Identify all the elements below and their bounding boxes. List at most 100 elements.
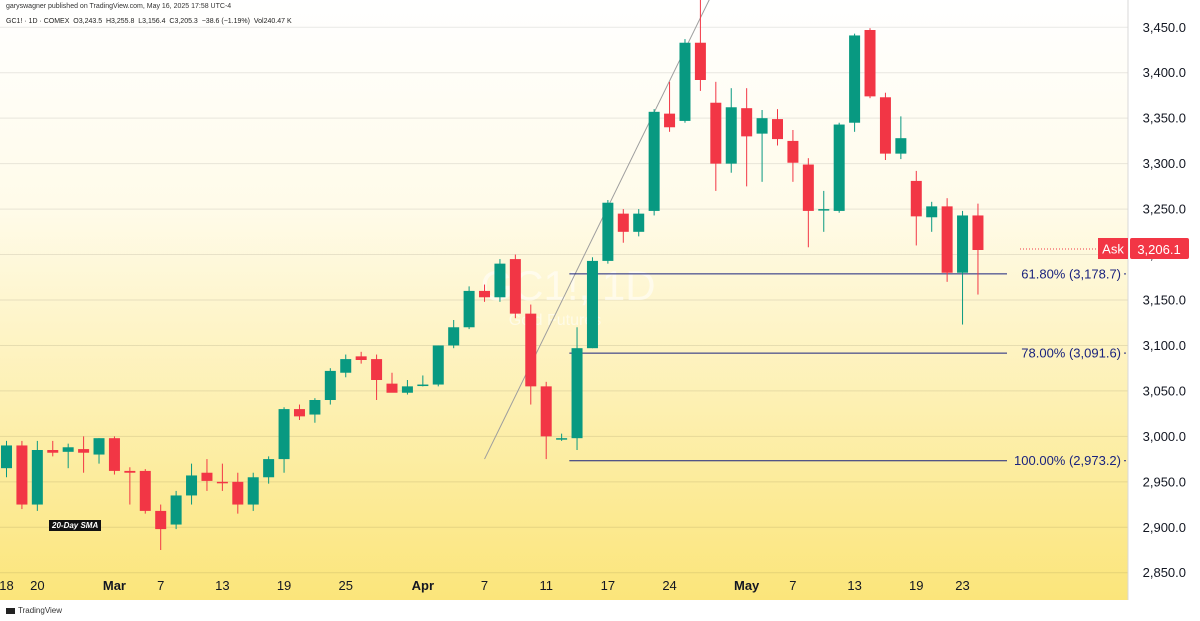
candle-body — [62, 447, 74, 452]
price-tick-label: 2,850.0 — [1143, 565, 1186, 580]
price-tick-label: 3,400.0 — [1143, 65, 1186, 80]
candle-body — [879, 97, 891, 154]
ask-tag-value-box — [1130, 238, 1189, 259]
fibonacci-retracement[interactable]: 61.80% (3,178.7) 78.00% (3,091.6) 100.00% … — [569, 266, 1126, 468]
candle-up — [602, 200, 614, 264]
time-tick-label: 18 — [0, 578, 14, 593]
candle-body — [186, 475, 198, 496]
candle-body — [957, 215, 969, 273]
candle-up — [1, 440, 12, 478]
candle-body — [602, 202, 614, 261]
tradingview-footer[interactable]: TradingView — [6, 606, 62, 615]
candle-body — [694, 42, 706, 80]
time-tick-label: Mar — [103, 578, 126, 593]
candle-up — [62, 443, 74, 469]
candle-up — [957, 210, 969, 325]
candle-body — [494, 263, 506, 298]
candle-body — [540, 386, 552, 437]
candle-down — [201, 459, 213, 491]
candle-up — [725, 88, 737, 173]
time-tick-label: Apr — [412, 578, 434, 593]
candle-body — [247, 477, 259, 505]
candle-body — [417, 384, 429, 387]
candle-up — [633, 209, 645, 237]
candle-up — [278, 407, 290, 473]
candle-up — [648, 109, 660, 216]
candle-down — [540, 381, 552, 460]
candle-down — [108, 436, 120, 475]
candle-down — [741, 88, 753, 187]
candle-body — [926, 206, 938, 218]
candle-body — [710, 102, 722, 164]
fib-level: 78.00% (3,091.6) — [569, 346, 1126, 361]
candle-body — [525, 313, 537, 387]
candle-body — [263, 459, 275, 478]
candle-up — [401, 380, 413, 395]
candle-body — [509, 259, 521, 314]
time-tick-label: 19 — [909, 578, 923, 593]
candle-body — [648, 111, 660, 211]
candle-up — [417, 375, 429, 387]
candle-down — [47, 440, 59, 457]
time-axis[interactable]: 18 20 Mar 7 13 19 25 Apr 7 11 17 24 May 7 13 19 23 — [0, 578, 970, 593]
candle-body — [47, 450, 59, 453]
candle-body — [232, 481, 244, 505]
candle-down — [617, 209, 629, 243]
candle-up — [263, 456, 275, 484]
time-tick-label: 13 — [215, 578, 229, 593]
candle-up — [494, 259, 506, 302]
candle-down — [139, 469, 151, 514]
candle-up — [432, 345, 444, 387]
candle-body — [787, 140, 799, 163]
candle-body — [679, 42, 691, 121]
candle-up — [448, 320, 460, 349]
candle-down — [371, 354, 383, 400]
ask-price-tag: Ask 3,206.1 — [1020, 238, 1189, 259]
tradingview-logo-icon — [6, 607, 15, 614]
candle-down — [155, 504, 167, 550]
price-tick-label: 2,950.0 — [1143, 474, 1186, 489]
candle-body — [1, 445, 12, 469]
tradingview-footer-label: TradingView — [18, 606, 63, 615]
time-tick-label: 13 — [847, 578, 861, 593]
candle-body — [833, 124, 845, 211]
candle-down — [216, 463, 228, 491]
ask-tag-label: Ask — [1102, 242, 1124, 257]
candle-down — [525, 304, 537, 405]
candle-up — [247, 472, 259, 511]
fib-label: 78.00% (3,091.6) — [1021, 346, 1121, 361]
candle-up — [170, 490, 182, 530]
candle-down — [941, 198, 953, 282]
trendline[interactable] — [484, 0, 716, 460]
candle-body — [155, 510, 167, 530]
candle-body — [31, 450, 43, 505]
candle-down — [787, 130, 799, 182]
price-tick-label: 3,150.0 — [1143, 293, 1186, 308]
candle-body — [324, 370, 336, 400]
sma-label: 20-Day SMA — [49, 520, 102, 531]
candle-down — [124, 467, 136, 505]
candle-up — [93, 438, 105, 464]
candle-down — [293, 404, 305, 420]
candle-body — [849, 35, 861, 123]
candle-up — [679, 39, 691, 123]
candle-body — [78, 449, 90, 453]
candle-up — [31, 440, 43, 511]
price-tick-label: 3,100.0 — [1143, 338, 1186, 353]
candle-down — [16, 440, 28, 510]
price-tick-label: 3,000.0 — [1143, 429, 1186, 444]
candle-body — [216, 481, 228, 484]
candle-body — [479, 290, 491, 298]
price-tick-label: 3,050.0 — [1143, 383, 1186, 398]
candle-down — [772, 109, 783, 146]
candle-body — [371, 359, 383, 380]
candle-down — [879, 92, 891, 160]
time-tick-label: 7 — [789, 578, 796, 593]
time-tick-label: 19 — [277, 578, 291, 593]
candle-body — [633, 213, 645, 232]
candle-body — [448, 327, 460, 346]
candle-up — [818, 190, 830, 232]
candle-body — [401, 386, 413, 393]
candle-down — [710, 81, 722, 191]
